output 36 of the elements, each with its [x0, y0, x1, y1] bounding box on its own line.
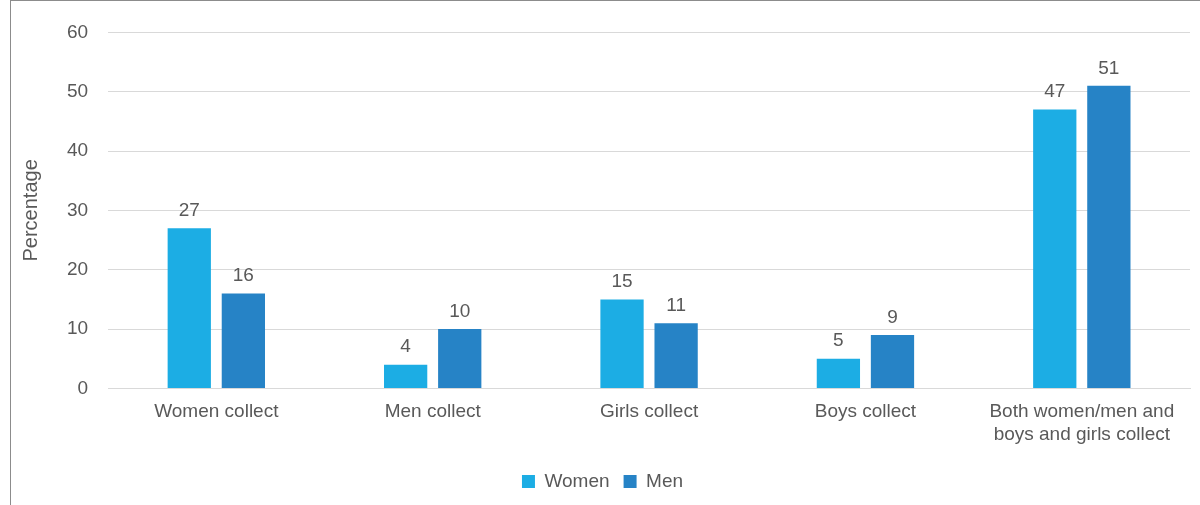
- x-tick-label: Both women/men and boys and girls collect: [989, 400, 1175, 444]
- data-label: 16: [232, 264, 254, 286]
- data-label: 11: [666, 293, 686, 315]
- legend-label: Women: [544, 469, 610, 491]
- data-label: 9: [887, 305, 898, 327]
- bar: [816, 358, 861, 388]
- bar: [1087, 85, 1131, 388]
- x-tick-label: Men collect: [384, 400, 482, 422]
- bar: [221, 293, 265, 388]
- data-label: 10: [449, 299, 471, 321]
- y-tick-label: 0: [77, 376, 89, 398]
- bar: [600, 299, 644, 388]
- y-tick-label: 10: [66, 317, 89, 339]
- chart-frame: Percentage Women Men Women collect Men collect Girls collect Boys collect Both women/men and boys and girls collect 0 10 20 30 40 50 60 27 4 15 5 47 16 10 11 9 51: [10, 0, 1200, 505]
- bar: [870, 335, 915, 388]
- data-label: 47: [1044, 80, 1066, 102]
- data-label: 15: [611, 270, 633, 292]
- y-tick-label: 30: [66, 198, 89, 220]
- x-tick-label: Women collect: [154, 400, 280, 422]
- legend-label: Men: [646, 469, 684, 491]
- y-tick-label: 50: [66, 79, 89, 101]
- y-tick-label: 40: [66, 139, 89, 161]
- data-label: 5: [833, 329, 844, 351]
- bar: [1033, 109, 1077, 388]
- bar: [167, 228, 211, 388]
- data-label: 51: [1098, 56, 1120, 78]
- data-label: 27: [178, 198, 200, 220]
- bar: [438, 329, 482, 388]
- y-tick-label: 20: [66, 257, 89, 279]
- bar: [654, 323, 698, 388]
- y-axis-title: Percentage: [18, 159, 41, 262]
- x-tick-label: Boys collect: [814, 400, 917, 422]
- y-tick-label: 60: [66, 20, 89, 42]
- x-tick-label: Girls collect: [599, 400, 699, 422]
- bar: [384, 364, 428, 388]
- data-label: 4: [400, 335, 412, 357]
